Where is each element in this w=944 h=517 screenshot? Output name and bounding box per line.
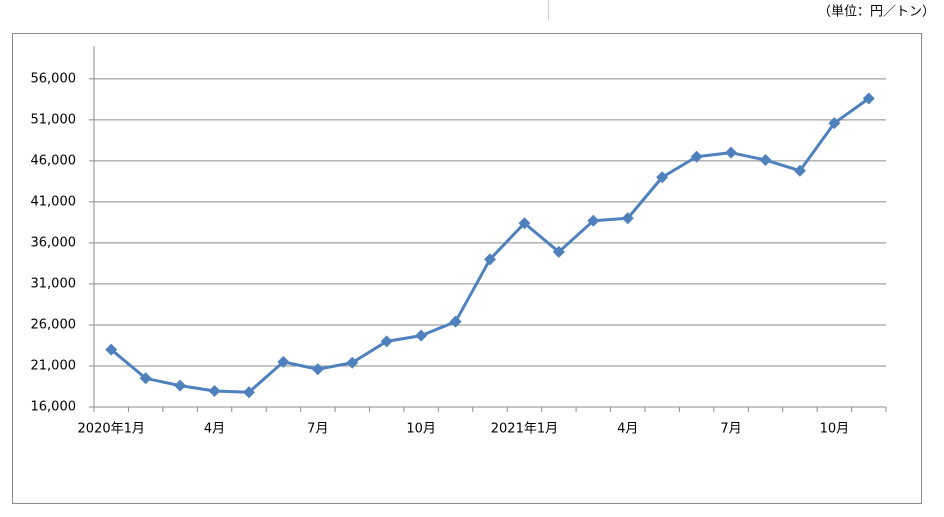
marker <box>552 245 565 258</box>
marker <box>449 315 462 328</box>
y-tick-label: 26,000 <box>31 317 77 332</box>
x-tick-label: 10月 <box>820 422 850 437</box>
x-tick-label: 4月 <box>617 422 638 437</box>
y-tick-label: 51,000 <box>31 112 77 127</box>
x-tick-label: 4月 <box>204 422 225 437</box>
y-tick-label: 16,000 <box>31 400 77 415</box>
marker <box>828 117 841 130</box>
marker <box>621 212 634 225</box>
x-tick-label: 2021年1月 <box>491 422 558 437</box>
marker <box>656 171 669 184</box>
y-tick-label: 21,000 <box>31 358 77 373</box>
marker <box>415 329 428 342</box>
x-tick-label: 7月 <box>720 422 741 437</box>
marker <box>793 164 806 177</box>
x-tick-label: 7月 <box>307 422 328 437</box>
x-tick-label: 10月 <box>406 422 436 437</box>
x-tick-label: 2020年1月 <box>78 422 145 437</box>
marker <box>174 379 187 392</box>
marker <box>105 343 118 356</box>
marker <box>311 363 324 376</box>
marker <box>380 335 393 348</box>
y-tick-label: 46,000 <box>31 153 77 168</box>
marker <box>208 385 221 398</box>
marker <box>725 146 738 159</box>
marker <box>277 355 290 368</box>
y-tick-label: 56,000 <box>31 71 77 86</box>
marker <box>587 214 600 227</box>
y-tick-label: 31,000 <box>31 276 77 291</box>
unit-label: （単位：円／トン） <box>818 4 935 20</box>
y-tick-label: 36,000 <box>31 235 77 250</box>
marker <box>139 372 152 385</box>
marker <box>690 150 703 163</box>
marker <box>484 253 496 266</box>
chart-frame <box>12 33 922 504</box>
marker <box>862 92 875 105</box>
marker <box>518 217 531 230</box>
marker <box>346 356 359 369</box>
line <box>110 97 870 394</box>
marker <box>759 154 772 167</box>
marker <box>242 386 255 399</box>
y-tick-label: 41,000 <box>31 194 77 209</box>
